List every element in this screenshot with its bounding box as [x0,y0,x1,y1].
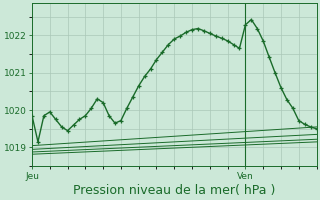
X-axis label: Pression niveau de la mer( hPa ): Pression niveau de la mer( hPa ) [73,184,276,197]
